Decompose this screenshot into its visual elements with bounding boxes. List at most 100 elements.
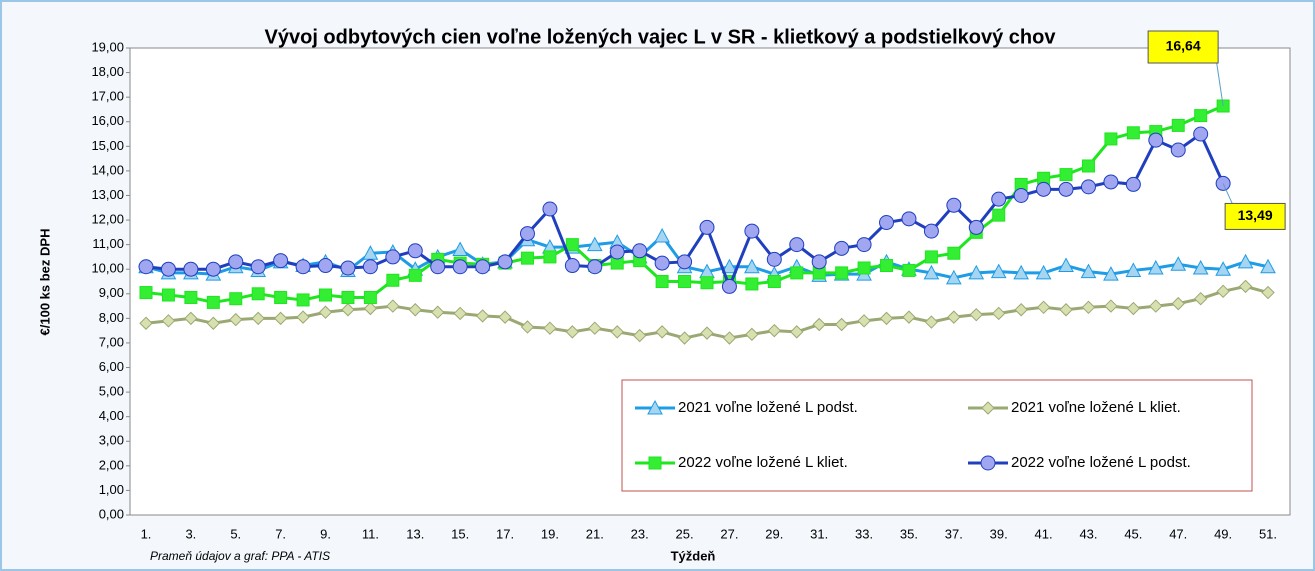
data-point [430, 259, 446, 275]
legend-marker [647, 399, 663, 415]
data-point [498, 310, 512, 324]
data-point [319, 288, 333, 302]
label-box [1147, 30, 1219, 64]
data-point [721, 258, 738, 274]
data-point [969, 307, 983, 322]
data-point [520, 251, 534, 265]
data-point [901, 211, 917, 227]
x-tick-label: 17. [496, 526, 514, 541]
data-point [1125, 176, 1141, 192]
data-point [295, 259, 311, 275]
data-point [835, 266, 849, 280]
data-point [857, 261, 871, 275]
data-point [1126, 126, 1140, 140]
data-point [1058, 181, 1074, 197]
data-point [1237, 253, 1254, 269]
data-point [318, 305, 333, 319]
y-tick-label: 17,00 [91, 89, 124, 104]
data-point [138, 259, 154, 275]
x-tick-label: 51. [1259, 526, 1277, 541]
data-point [880, 259, 894, 273]
data-label: 13,49 [1238, 207, 1273, 223]
data-point [1081, 300, 1096, 315]
data-point [408, 268, 422, 282]
data-point [363, 290, 377, 304]
x-tick-label: 47. [1169, 526, 1187, 541]
x-tick-label: 27. [720, 526, 738, 541]
data-point [790, 266, 804, 280]
data-point [586, 236, 603, 252]
data-point [452, 259, 468, 275]
data-point [1103, 174, 1119, 190]
data-point [565, 238, 579, 252]
data-point [341, 303, 355, 317]
data-point [654, 227, 670, 243]
data-point [699, 219, 715, 235]
data-point [542, 201, 558, 217]
data-point [632, 243, 648, 259]
data-point [946, 269, 962, 285]
data-point [229, 312, 243, 327]
y-tick-label: 1,00 [99, 482, 124, 497]
data-point [1059, 168, 1073, 182]
y-tick-label: 6,00 [99, 359, 124, 374]
data-point [1126, 301, 1141, 316]
chart-title: Vývoj odbytových cien voľne ložených vaj… [265, 26, 1057, 48]
data-point [677, 331, 692, 345]
data-point [744, 223, 760, 239]
data-point [139, 286, 153, 300]
data-point [184, 311, 198, 326]
x-axis-label: Týždeň [671, 548, 716, 563]
x-tick-label: 37. [945, 526, 963, 541]
data-point [879, 215, 895, 231]
data-point [431, 305, 445, 319]
y-tick-label: 19,00 [91, 39, 124, 54]
data-point [139, 316, 153, 330]
data-point [1081, 159, 1095, 173]
data-point [902, 263, 916, 277]
data-point [991, 191, 1007, 207]
x-tick-label: 23. [631, 526, 649, 541]
data-point [161, 288, 175, 302]
data-point [363, 301, 378, 316]
data-point [1013, 187, 1029, 203]
data-point [205, 261, 221, 277]
data-point [968, 219, 984, 235]
data-point [452, 241, 468, 257]
data-point [1036, 300, 1051, 315]
data-point [992, 208, 1006, 222]
x-tick-label: 31. [810, 526, 828, 541]
data-point [251, 287, 265, 301]
y-tick-label: 12,00 [91, 211, 124, 226]
data-point [609, 244, 625, 260]
data-point [1125, 262, 1142, 277]
data-point [362, 259, 378, 275]
source-note: Prameň údajov a graf: PPA - ATIS [150, 549, 330, 563]
label-leader [1222, 183, 1234, 206]
data-point [228, 254, 244, 270]
data-point [700, 276, 714, 290]
x-tick-label: 1. [141, 526, 152, 541]
data-point [721, 278, 737, 294]
data-point [655, 325, 669, 339]
data-point [1036, 181, 1052, 197]
data-point [1035, 264, 1052, 280]
data-label: 16,64 [1166, 38, 1201, 54]
data-point [273, 311, 288, 326]
data-point [273, 253, 289, 269]
y-tick-label: 4,00 [99, 408, 124, 423]
data-point [184, 290, 198, 304]
data-point [588, 321, 602, 335]
data-point [475, 309, 490, 323]
y-tick-label: 5,00 [99, 384, 124, 399]
data-point [856, 237, 872, 253]
data-point [745, 277, 759, 291]
data-point [1149, 299, 1163, 313]
data-point [1080, 179, 1096, 195]
data-point [453, 306, 467, 321]
data-point [789, 237, 805, 253]
data-point [1171, 118, 1185, 132]
y-tick-label: 9,00 [99, 285, 124, 300]
data-point [632, 328, 647, 343]
x-tick-label: 15. [451, 526, 469, 541]
